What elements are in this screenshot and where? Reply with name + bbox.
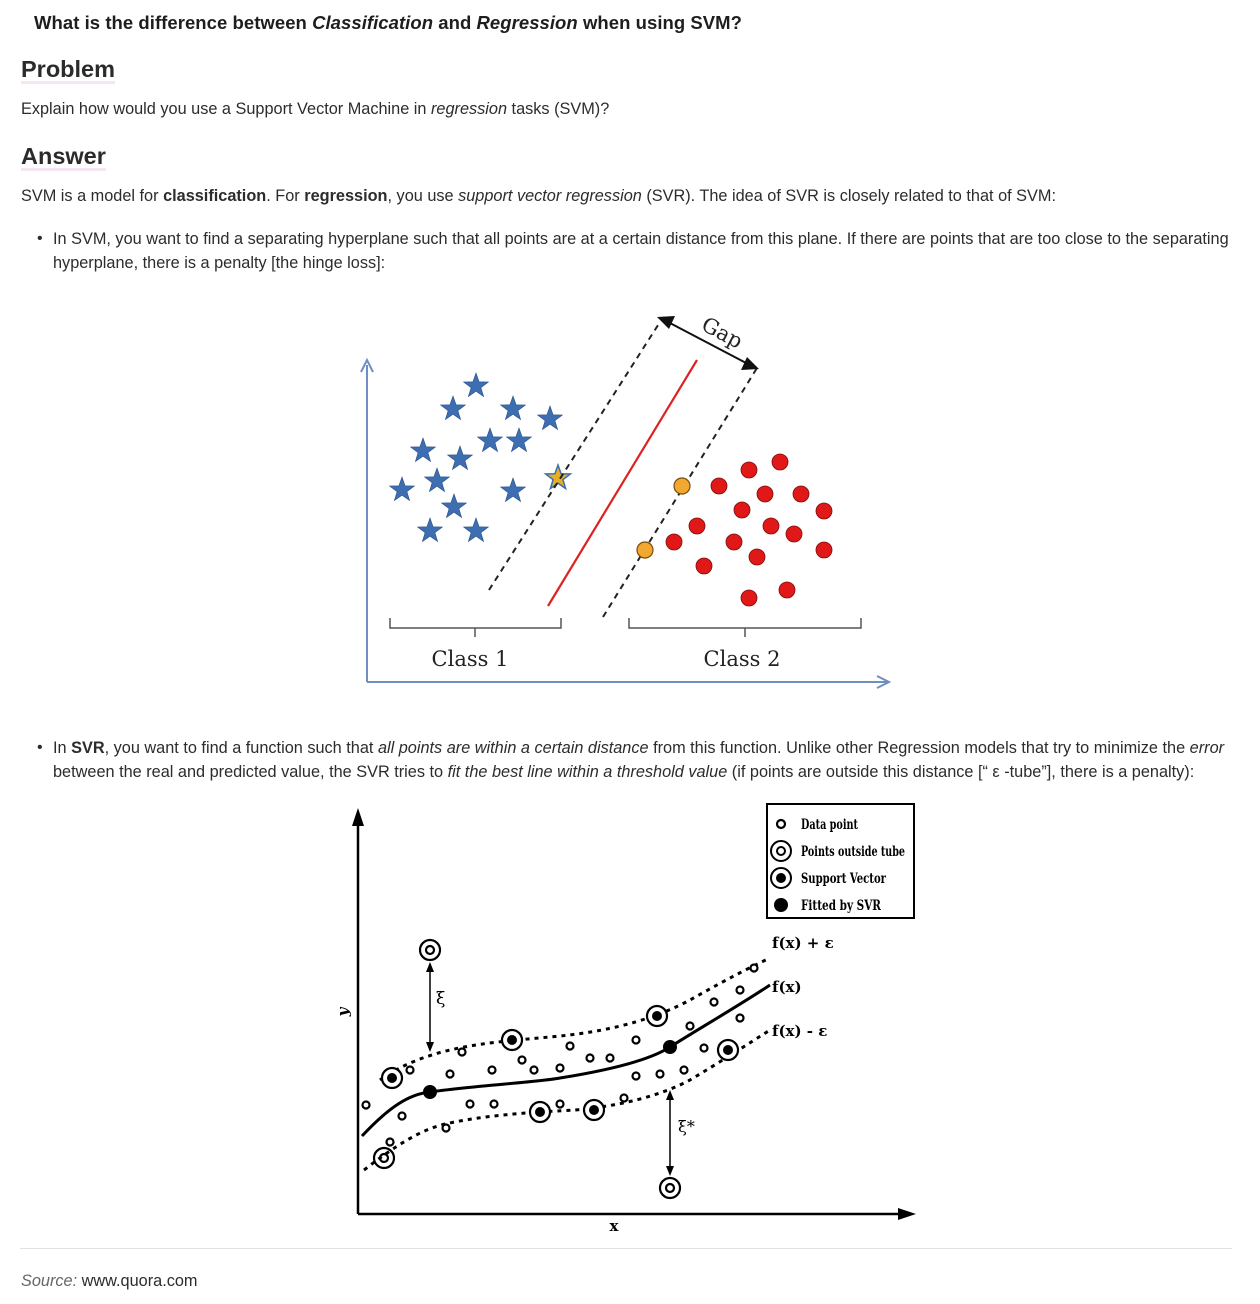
svr-outside-points (372, 938, 682, 1200)
class2-dots (665, 453, 833, 607)
svr-x-axis-label: x (610, 1217, 620, 1235)
bullet-marker: • (37, 739, 43, 756)
support-dots (636, 477, 691, 559)
legend-data-point-icon (775, 818, 787, 830)
class2-bracket (628, 618, 862, 637)
svr-support-vectors (380, 1004, 740, 1124)
bullet-svm: • In SVM, you want to find a separating … (37, 227, 1238, 275)
xi-arrowhead-down (426, 1042, 434, 1052)
divider (20, 1248, 1232, 1249)
class1-stars (389, 372, 563, 542)
answer-intro: SVM is a model for classification. For r… (21, 187, 1056, 205)
svr-y-axis-label: y (334, 1006, 352, 1017)
svr-figure: y x ξ ξ* (334, 803, 916, 1235)
legend-fitted: Fitted by SVR (801, 898, 881, 914)
svr-data-points (361, 963, 759, 1147)
gap-arrow (667, 321, 749, 365)
legend-data-point: Data point (801, 817, 858, 833)
svm-figure: Gap Class 1 Class 2 (360, 312, 892, 689)
svr-y-arrowhead (352, 808, 364, 826)
svr-middle-label: f(x) (772, 978, 802, 996)
bullet-marker: • (37, 230, 43, 247)
svr-lower-bound (363, 1028, 771, 1172)
legend-box (766, 803, 915, 919)
svm-x-arrow (876, 675, 892, 689)
xi-star-arrowhead-up (666, 1090, 674, 1100)
bullet-svr: • In SVR, you want to find a function su… (37, 736, 1238, 784)
legend-outside-tube: Points outside tube (801, 844, 905, 860)
term-regression: Regression (476, 12, 578, 33)
gap-label: Gap (698, 312, 747, 353)
problem-text: Explain how would you use a Support Vect… (21, 100, 610, 118)
source-label: Source: (21, 1272, 78, 1290)
gap-arrowhead-right (741, 357, 759, 370)
margin-left (488, 321, 661, 591)
hyperplane (547, 359, 698, 607)
answer-heading: Answer (21, 143, 106, 171)
xi-star-arrowhead-down (666, 1166, 674, 1176)
legend-outside-icon (770, 840, 792, 862)
class1-bracket (389, 618, 562, 637)
svr-legend: Data point Points outside tube Support V… (766, 803, 915, 919)
xi-star-label: ξ* (678, 1117, 695, 1136)
xi-label: ξ (436, 989, 445, 1009)
class2-label: Class 2 (704, 647, 781, 671)
term-classification: Classification (312, 12, 434, 33)
source-url: www.quora.com (81, 1272, 198, 1290)
question-title: What is the difference between Classific… (34, 12, 742, 33)
legend-fitted-icon (774, 898, 788, 912)
source-line: Source: www.quora.com (21, 1272, 197, 1291)
svm-y-arrow (360, 357, 374, 373)
svr-x-arrowhead (898, 1208, 916, 1220)
svr-upper-bound (379, 956, 771, 1082)
svr-lower-label: f(x) - ε (772, 1022, 827, 1040)
svr-upper-label: f(x) + ε (772, 934, 834, 952)
class1-label: Class 1 (432, 647, 509, 671)
xi-arrowhead-up (426, 962, 434, 972)
svr-fitted-curve (360, 983, 771, 1138)
problem-heading: Problem (21, 56, 116, 84)
gap-arrowhead-left (657, 316, 675, 329)
svr-fitted-points (423, 1040, 677, 1099)
legend-support-vector: Support Vector (801, 871, 886, 887)
